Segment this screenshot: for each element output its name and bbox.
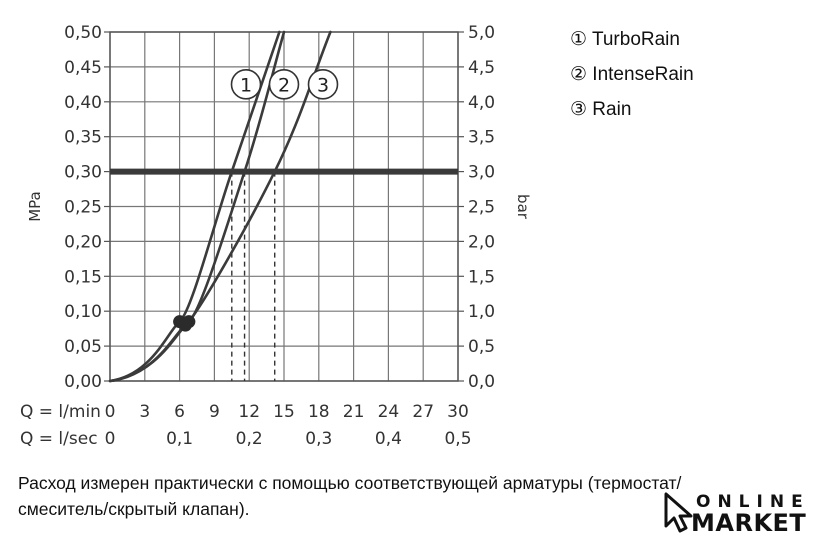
x-tick-label-lmin: 12 bbox=[238, 402, 260, 422]
y-tick-label-bar: 2,5 bbox=[468, 198, 495, 218]
x-tick-label-lmin: 30 bbox=[447, 402, 469, 422]
x-tick-label-lmin: 9 bbox=[209, 402, 220, 422]
y-tick-label-mpa: 0,10 bbox=[64, 302, 102, 322]
x-tick-label-lmin: 18 bbox=[308, 402, 330, 422]
series-marker-label-1: 1 bbox=[240, 74, 252, 96]
y-tick-label-bar: 1,0 bbox=[468, 302, 495, 322]
y-axis-label-left: MPa bbox=[26, 191, 44, 222]
y-tick-label-mpa: 0,15 bbox=[64, 267, 102, 287]
measurement-note-line1: Расход измерен практически с помощью соо… bbox=[18, 473, 682, 493]
measurement-note: Расход измерен практически с помощью соо… bbox=[18, 470, 818, 522]
series-marker-circle-1 bbox=[230, 69, 262, 100]
x-tick-label-lsec: 0,1 bbox=[166, 429, 193, 449]
y-tick-label-bar: 1,5 bbox=[468, 267, 495, 287]
y-tick-label-mpa: 0,00 bbox=[64, 372, 102, 392]
x-tick-label-lmin: 21 bbox=[343, 402, 365, 422]
y-tick-label-bar: 2,0 bbox=[468, 232, 495, 252]
x-tick-label-lmin: 3 bbox=[139, 402, 150, 422]
series-marker-label-3: 3 bbox=[317, 74, 329, 96]
y-tick-label-mpa: 0,40 bbox=[64, 93, 102, 113]
y-tick-label-mpa: 0,05 bbox=[64, 337, 102, 357]
logo-line1: ONLINE bbox=[696, 492, 810, 512]
x-tick-label-lmin: 27 bbox=[412, 402, 434, 422]
x-tick-label-lsec: 0,5 bbox=[444, 429, 471, 449]
legend-item-rain: ③ Rain bbox=[570, 99, 632, 120]
online-market-logo: ONLINE MARKET bbox=[664, 492, 810, 536]
x-tick-label-lmin: 24 bbox=[378, 402, 400, 422]
y-tick-label-mpa: 0,25 bbox=[64, 198, 102, 218]
x-axis-label-lmin: Q = l/min bbox=[20, 402, 101, 422]
x-tick-label-lmin: 0 bbox=[105, 402, 116, 422]
series-point-3 bbox=[178, 318, 192, 332]
legend-item-turborain: ① TurboRain bbox=[570, 29, 680, 50]
y-axis-label-right: bar bbox=[514, 194, 532, 220]
y-tick-label-bar: 4,0 bbox=[468, 93, 495, 113]
x-tick-label-lmin: 6 bbox=[174, 402, 185, 422]
x-tick-label-lsec: 0,3 bbox=[305, 429, 332, 449]
x-tick-label-lsec: 0,4 bbox=[375, 429, 402, 449]
logo-line2: MARKET bbox=[691, 509, 806, 536]
y-tick-label-mpa: 0,50 bbox=[64, 23, 102, 43]
series-line-1 bbox=[108, 30, 281, 383]
y-tick-label-bar: 3,5 bbox=[468, 128, 495, 148]
y-tick-label-mpa: 0,20 bbox=[64, 232, 102, 252]
cursor-icon bbox=[664, 492, 693, 533]
x-tick-label-lmin: 15 bbox=[273, 402, 295, 422]
series-marker-circle-3 bbox=[307, 69, 339, 100]
y-tick-label-mpa: 0,35 bbox=[64, 128, 102, 148]
series-marker-label-2: 2 bbox=[278, 74, 290, 96]
series-line-3 bbox=[108, 30, 332, 383]
legend-item-intenserain: ② IntenseRain bbox=[570, 64, 694, 85]
y-tick-label-bar: 0,5 bbox=[468, 337, 495, 357]
x-tick-label-lsec: 0,2 bbox=[236, 429, 263, 449]
y-tick-label-bar: 4,5 bbox=[468, 58, 495, 78]
series-marker-circle-2 bbox=[268, 69, 300, 100]
y-tick-label-bar: 5,0 bbox=[468, 23, 495, 43]
x-tick-label-lsec: 0 bbox=[105, 429, 116, 449]
y-tick-label-bar: 3,0 bbox=[468, 163, 495, 183]
measurement-note-line2: смеситель/скрытый клапан). bbox=[18, 499, 250, 519]
y-tick-label-mpa: 0,45 bbox=[64, 58, 102, 78]
y-tick-label-mpa: 0,30 bbox=[64, 163, 102, 183]
chart-legend: ① TurboRain ② IntenseRain ③ Rain bbox=[570, 26, 694, 131]
x-axis-label-lsec: Q = l/sec bbox=[20, 429, 98, 449]
y-tick-label-bar: 0,0 bbox=[468, 372, 495, 392]
